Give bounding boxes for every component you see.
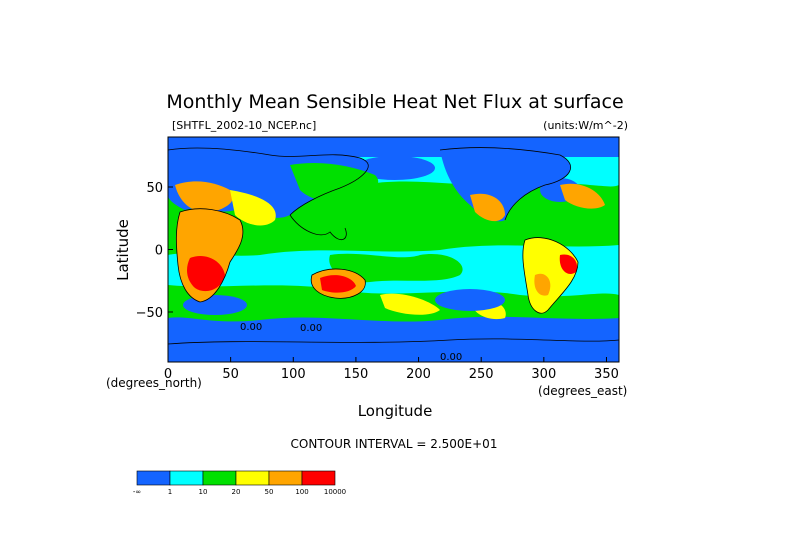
colorbar-swatch: [235, 470, 270, 486]
x-tick-label: 350: [594, 367, 619, 382]
x-tick-label: 250: [469, 367, 494, 382]
x-tick-label: 150: [344, 367, 369, 382]
land-north-america: [560, 183, 605, 209]
land-north-america: [470, 193, 505, 222]
coastlines: [168, 147, 619, 345]
y-tick-label: −50: [136, 306, 163, 321]
x-axis-label: Longitude: [358, 402, 433, 420]
y-axis-label: Latitude: [114, 219, 132, 281]
ocean-patch: [380, 293, 440, 315]
land-south-america: [559, 254, 578, 275]
y-tick-label: 0: [155, 244, 163, 259]
colorbar-level-label: 50: [265, 488, 274, 496]
x-tick-label: 50: [222, 367, 239, 382]
colorbar-swatch: [169, 470, 204, 486]
y-axis: 50 0 −50: [136, 181, 173, 321]
ocean-patch: [329, 253, 463, 283]
contour-label: 0.00: [440, 352, 462, 363]
ocean-blob: [435, 289, 505, 311]
land-asia: [290, 163, 379, 202]
chart-title: Monthly Mean Sensible Heat Net Flux at s…: [166, 91, 623, 113]
contour-label: 0.00: [300, 323, 322, 334]
units-label: (units:W/m^-2): [543, 119, 628, 132]
colorbar: -∞ 1 10 20 50 100 10000: [133, 470, 346, 496]
y-unit-label: (degrees_north): [106, 376, 202, 390]
land-eurasia: [230, 190, 276, 226]
colorbar-level-label: 20: [232, 488, 241, 496]
x-unit-label: (degrees_east): [538, 384, 627, 398]
land-australia: [320, 275, 356, 293]
contour-label: 0.00: [240, 322, 262, 333]
colorbar-level-label: 1: [168, 488, 172, 496]
land-antarctica: [168, 340, 619, 362]
y-tick-label: 50: [146, 181, 163, 196]
map-field: 0.00 0.00 0.00: [168, 137, 619, 363]
contour-interval: CONTOUR INTERVAL = 2.500E+01: [291, 437, 498, 451]
colorbar-level-label: -∞: [133, 488, 141, 496]
x-tick-label: 200: [406, 367, 431, 382]
colorbar-level-label: 100: [295, 488, 308, 496]
x-tick-label: 0: [164, 367, 172, 382]
x-tick-label: 300: [531, 367, 556, 382]
land-south-america: [534, 273, 551, 296]
land-africa: [187, 255, 225, 292]
file-label: [SHTFL_2002-10_NCEP.nc]: [172, 119, 316, 132]
colorbar-level-label: 10000: [324, 488, 346, 496]
colorbar-swatch: [136, 470, 171, 486]
colorbar-swatch: [301, 470, 336, 486]
colorbar-level-label: 10: [199, 488, 208, 496]
colorbar-swatch: [202, 470, 237, 486]
x-axis: 0 50 100 150 200 250 300 350: [164, 357, 619, 382]
x-tick-label: 100: [281, 367, 306, 382]
land-eurasia: [175, 181, 234, 213]
colorbar-swatch: [268, 470, 303, 486]
ocean-blob: [355, 156, 435, 180]
